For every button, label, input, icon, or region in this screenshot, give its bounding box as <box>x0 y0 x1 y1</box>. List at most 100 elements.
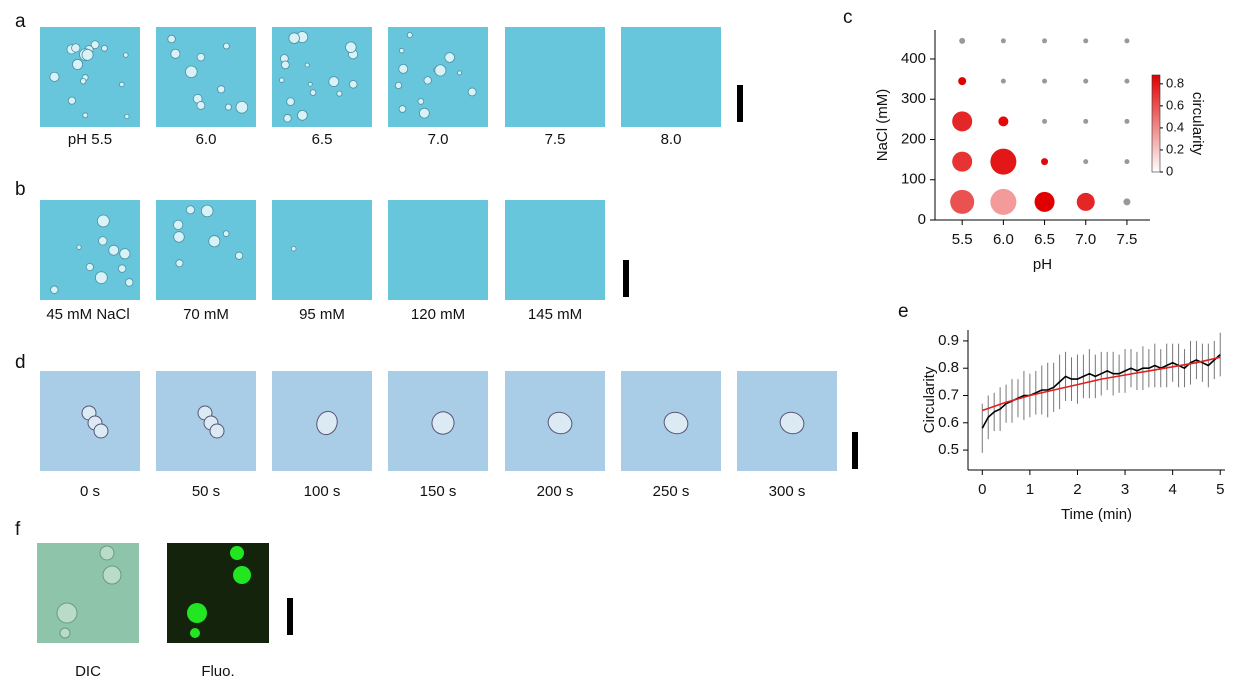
droplet <box>108 244 120 256</box>
y-tick-label: 0.5 <box>938 441 959 458</box>
droplet <box>457 70 462 76</box>
droplet <box>173 219 184 230</box>
image-label: 100 s <box>304 483 341 500</box>
droplet <box>316 410 338 436</box>
y-tick-label: 200 <box>901 130 926 147</box>
droplet <box>101 44 108 52</box>
colorbar-tick-label: 0.2 <box>1166 141 1184 156</box>
x-tick-label: 3 <box>1121 481 1129 498</box>
droplet <box>173 231 185 243</box>
image-label: 50 s <box>192 483 220 500</box>
bubble <box>952 111 973 132</box>
droplet <box>85 262 94 272</box>
x-tick-label: 2 <box>1073 481 1081 498</box>
x-tick-label: 7.5 <box>1117 231 1138 248</box>
bubble <box>959 37 966 44</box>
x-axis-label: Time (min) <box>1061 506 1132 523</box>
y-axis-label: NaCl (mM) <box>874 89 891 162</box>
droplet <box>71 43 81 53</box>
droplet <box>124 113 130 120</box>
droplet <box>49 71 60 82</box>
y-tick-label: 400 <box>901 50 926 67</box>
droplet <box>99 545 115 561</box>
droplet <box>406 32 413 39</box>
bubble <box>1123 198 1131 206</box>
image-label: 0 s <box>80 483 100 500</box>
micrograph <box>272 200 372 300</box>
droplet <box>124 278 134 287</box>
droplet <box>307 81 313 87</box>
bubble <box>1124 159 1130 165</box>
droplet <box>297 109 308 121</box>
colorbar-label: circularity <box>1189 92 1206 156</box>
droplet <box>419 107 430 119</box>
y-tick-label: 0.8 <box>938 359 959 376</box>
panel-letter: f <box>15 519 21 540</box>
droplet <box>117 264 127 273</box>
micrograph <box>272 27 372 127</box>
y-tick-label: 0.6 <box>938 414 959 431</box>
bubble <box>1083 118 1089 124</box>
droplet <box>423 76 432 85</box>
micrograph <box>505 27 605 127</box>
droplet <box>175 259 184 268</box>
micrograph <box>167 543 269 643</box>
droplet <box>288 32 300 44</box>
panel-letter: c <box>843 7 853 28</box>
droplet <box>349 80 358 89</box>
scale-bar <box>287 598 293 635</box>
y-tick-label: 0.9 <box>938 332 959 349</box>
scale-bar <box>737 85 743 122</box>
droplet <box>76 244 82 250</box>
bubble <box>950 189 975 214</box>
micrograph <box>37 543 139 643</box>
y-tick-label: 100 <box>901 171 926 188</box>
scale-bar <box>623 260 629 297</box>
bubble <box>990 148 1017 175</box>
panel-letter: b <box>15 179 26 200</box>
droplet <box>119 248 131 260</box>
panel-letter: e <box>898 301 909 322</box>
droplet <box>102 565 122 585</box>
droplet <box>93 423 109 439</box>
panel-letter: a <box>15 11 26 32</box>
droplet <box>196 52 206 62</box>
x-tick-label: 5 <box>1216 481 1224 498</box>
droplet <box>187 603 207 623</box>
droplet <box>417 98 425 105</box>
droplet <box>224 103 232 111</box>
droplet <box>233 566 251 584</box>
bubble <box>1124 78 1130 84</box>
droplet <box>185 205 195 215</box>
image-label: pH 5.5 <box>68 131 112 148</box>
droplet <box>279 77 285 83</box>
droplet <box>230 546 244 560</box>
droplet <box>467 87 477 97</box>
image-label: 150 s <box>420 483 457 500</box>
x-tick-label: 6.0 <box>993 231 1014 248</box>
droplet <box>123 52 129 58</box>
droplet <box>196 101 206 110</box>
droplet <box>72 58 84 70</box>
bubble <box>1034 191 1055 212</box>
image-label: 7.5 <box>545 131 566 148</box>
bubble <box>1124 118 1130 124</box>
y-tick-label: 0.7 <box>938 386 959 403</box>
x-tick-label: 0 <box>978 481 986 498</box>
droplet <box>185 65 198 79</box>
bubble <box>1041 158 1049 166</box>
bubble <box>1042 78 1048 84</box>
bubble <box>1083 159 1089 165</box>
image-label: 145 mM <box>528 306 582 323</box>
colorbar-tick-label: 0 <box>1166 163 1173 178</box>
droplet <box>209 423 225 439</box>
image-label: 6.0 <box>196 131 217 148</box>
droplet <box>190 628 200 638</box>
micrograph <box>505 200 605 300</box>
bubble <box>1042 118 1048 124</box>
x-tick-label: 6.5 <box>1034 231 1055 248</box>
droplet <box>217 85 226 94</box>
fit-line <box>982 356 1221 412</box>
droplet <box>119 81 125 88</box>
